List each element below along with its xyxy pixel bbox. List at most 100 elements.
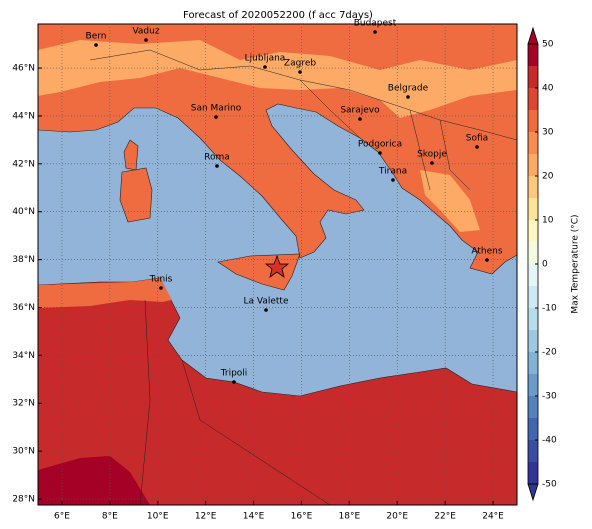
city-label: Tripoli [220,369,248,379]
x-tick-label: 6°E [54,512,70,522]
city-label: Sarajevo [340,106,380,116]
city-label: Zagreb [284,59,316,69]
y-tick-label: 34°N [12,351,35,361]
colorbar-band [528,396,538,418]
colorbar-tick-label: 30 [542,128,554,138]
colorbar-tick-label: 40 [542,84,554,94]
x-tick-label: 10°E [147,512,169,522]
city-dot [215,164,219,168]
city-label: Roma [204,153,230,163]
city-label: Bern [86,32,107,42]
x-tick-label: 12°E [195,512,217,522]
colorbar-band [528,440,538,462]
y-tick-label: 38°N [12,255,35,265]
y-tick-label: 44°N [12,111,35,121]
africa-hot [38,456,150,505]
city-label: La Valette [244,297,289,307]
colorbar-band [528,132,538,154]
colorbar-tick-label: -40 [542,436,557,446]
city-dot [485,258,489,262]
city-dot [406,95,410,99]
africa-coast-warm [38,278,172,308]
colorbar-band [528,462,538,484]
city-dot [264,308,268,312]
colorbar-band [528,330,538,352]
colorbar-band [528,44,538,66]
colorbar-label: Max Temperature (°C) [571,214,581,313]
x-tick-label: 20°E [386,512,408,522]
colorbar-tick-label: 10 [542,216,554,226]
colorbar-tick-label: 0 [542,260,548,270]
city-dot [430,161,434,165]
corsica [123,139,139,171]
city-label: Sofia [466,134,488,144]
city-label: Budapest [354,19,397,29]
star [264,254,290,278]
city-dot [94,43,98,47]
colorbar-band [528,352,538,374]
title: Forecast of 2020052200 (f acc 7days) [183,10,373,21]
colorbar-tick-label: -20 [542,348,557,358]
y-tick-label: 42°N [12,159,35,169]
x-tick-label: 22°E [434,512,456,522]
city-dot [263,65,267,69]
city-dot [232,380,236,384]
y-tick-label: 32°N [12,399,35,409]
city-dot [298,70,302,74]
city-dot [144,38,148,42]
colorbar-extend-top [527,26,539,45]
city-label: Tunis [149,275,173,285]
map-frame [37,23,518,506]
city-label: Ljubljana [245,54,286,64]
x-tick-label: 24°E [482,512,504,522]
borders [89,49,517,505]
y-tick-label: 30°N [12,447,35,457]
y-tick-label: 36°N [12,303,35,313]
city-label: Vaduz [132,27,159,37]
city-label: San Marino [191,104,242,114]
colorbar-tick-label: 50 [542,40,554,50]
colorbar-band [528,198,538,220]
x-tick-label: 14°E [243,512,265,522]
city-label: Tirana [378,167,407,177]
colorbar-band [528,242,538,264]
city-dot [159,286,163,290]
colorbar-band [528,220,538,242]
colorbar-band [528,154,538,176]
colorbar-band [528,286,538,308]
city-label: Podgorica [358,140,402,150]
x-tick-label: 16°E [291,512,313,522]
colorbar-band [528,264,538,286]
greece-cool [420,170,480,232]
city-label: Athens [471,247,502,257]
alps-cool [38,40,517,118]
city-dot [373,30,377,34]
sardinia [119,167,153,223]
colorbar-band [528,66,538,88]
y-tick-label: 46°N [12,64,35,74]
colorbar-extend-bottom [527,483,539,502]
city-label: Belgrade [388,84,429,94]
colorbar-band [528,176,538,198]
city-dot [378,151,382,155]
colorbar-tick-label: -30 [542,392,557,402]
map-area [38,24,517,505]
colorbar-tick-label: 20 [542,172,554,182]
colorbar-band [528,110,538,132]
x-tick-label: 18°E [339,512,361,522]
colorbar-band [528,374,538,396]
colorbar-band [528,418,538,440]
city-label: Skopje [417,150,447,160]
colorbar-tick-label: -50 [542,480,557,490]
colorbar-band [528,308,538,330]
city-dot [358,117,362,121]
x-tick-label: 8°E [102,512,118,522]
y-tick-label: 28°N [12,495,35,505]
city-dot [214,115,218,119]
city-dot [391,178,395,182]
y-tick-label: 40°N [12,207,35,217]
colorbar-tick-label: -10 [542,304,557,314]
colorbar-band [528,88,538,110]
city-dot [475,145,479,149]
